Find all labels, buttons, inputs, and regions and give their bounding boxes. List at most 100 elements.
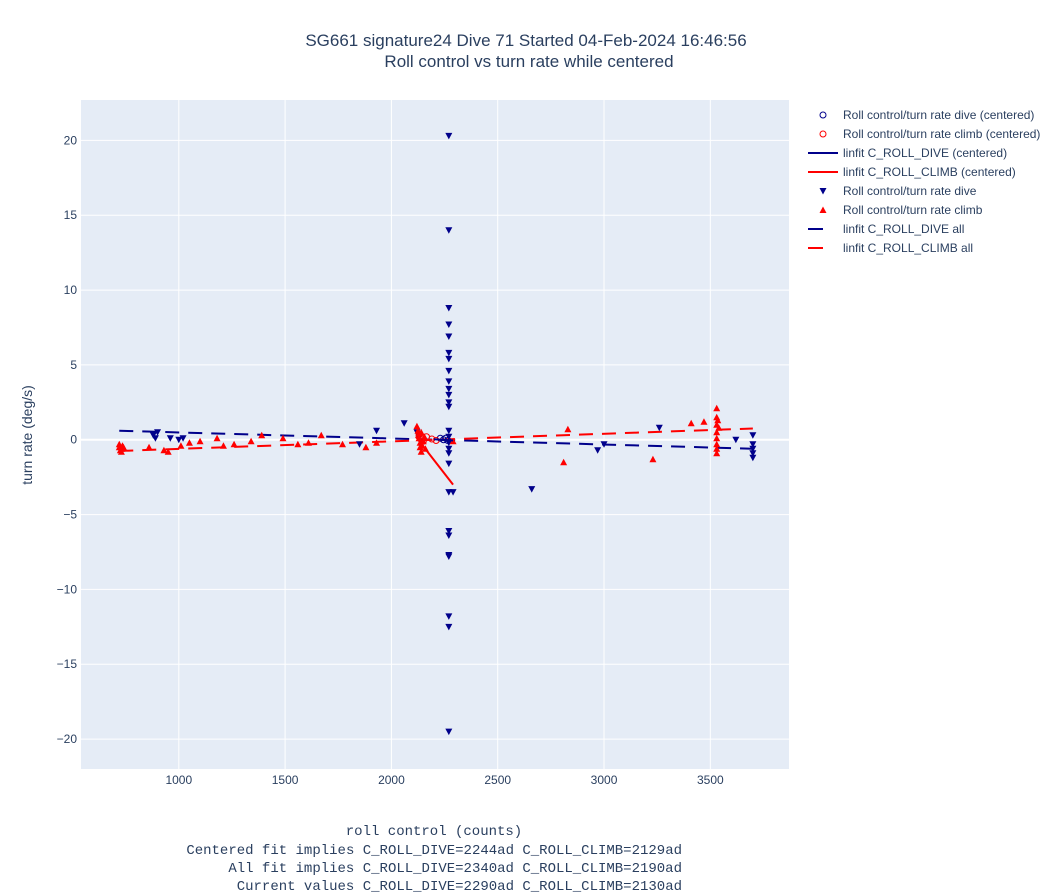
data-point [339,440,347,448]
legend-item[interactable]: linfit C_ROLL_CLIMB (centered) [808,165,1016,179]
data-point [655,424,663,432]
series-3 [415,436,454,486]
data-point [445,613,453,620]
data-point [417,428,425,436]
data-point [700,418,708,425]
plot-area [81,100,789,769]
data-point [445,349,453,357]
data-point [594,447,602,454]
data-point [154,429,162,436]
x-caption-current-values: Current values C_ROLL_DIVE=2290ad C_ROLL… [237,879,682,894]
data-point [713,449,721,457]
data-point [362,443,370,451]
data-point [445,623,453,631]
data-point [177,442,185,449]
y-tick-label: −15 [57,657,78,671]
data-point [120,443,128,451]
data-point [213,434,221,442]
x-tick-label: 3000 [591,773,618,787]
data-point [749,445,757,453]
data-point [445,445,453,453]
data-point [445,391,453,399]
data-point [445,227,453,234]
data-point [247,437,255,445]
data-point [445,728,453,736]
data-point [713,434,721,442]
data-point [304,439,312,446]
legend-marker-swatch [819,130,827,138]
y-tick-label: 5 [70,358,77,372]
legend-item[interactable]: Roll control/turn rate dive (centered) [819,108,1034,122]
data-point [749,441,757,448]
data-point [732,436,740,444]
data-point [445,460,453,468]
x-tick-label: 1000 [165,773,192,787]
legend-label: Roll control/turn rate climb [843,203,983,217]
data-point [715,424,723,431]
legend-item[interactable]: Roll control/turn rate dive [819,184,977,198]
y-tick-label: 15 [64,208,78,222]
series-6 [119,429,753,450]
data-point [151,435,159,442]
data-point [749,432,757,439]
y-tick-label: −20 [57,732,78,746]
data-point [445,367,453,375]
y-tick-label: 20 [64,133,78,147]
legend-marker-swatch [819,111,827,119]
data-point [164,448,172,455]
data-point [649,455,657,463]
data-point [445,132,453,140]
data-point [449,489,457,496]
legend-item[interactable]: linfit C_ROLL_DIVE all [808,222,964,236]
chart-title: SG661 signature24 Dive 71 Started 04-Feb… [305,31,746,50]
data-point [445,321,453,328]
data-point [373,427,381,435]
data-point [600,441,608,448]
x-axis-title: roll control (counts) [346,824,522,840]
x-tick-label: 3500 [697,773,724,787]
data-point [230,440,238,448]
data-point [445,532,453,540]
data-point [175,436,183,444]
legend[interactable]: Roll control/turn rate dive (centered) Ro… [808,108,1040,255]
fit-line-centered [415,436,454,486]
data-point [436,434,444,442]
legend-label: Roll control/turn rate dive [843,184,977,198]
data-point [445,378,453,385]
legend-label: Roll control/turn rate dive (centered) [843,108,1034,122]
legend-marker-swatch [819,206,827,213]
fit-line-centered [433,438,454,442]
data-point [445,399,453,406]
legend-label: Roll control/turn rate climb (centered) [843,127,1040,141]
legend-label: linfit C_ROLL_DIVE all [843,222,964,236]
y-tick-label: −10 [57,582,78,596]
data-point [445,305,453,312]
data-point [196,437,204,445]
legend-item[interactable]: Roll control/turn rate climb (centered) [819,127,1040,141]
data-point [400,420,408,427]
data-point [749,454,757,462]
x-caption-all-fit: All fit implies C_ROLL_DIVE=2340ad C_ROL… [228,861,682,877]
data-point [445,403,453,411]
legend-label: linfit C_ROLL_DIVE (centered) [843,146,1007,160]
y-tick-label: −5 [63,508,77,522]
legend-item[interactable]: linfit C_ROLL_CLIMB all [808,241,973,255]
data-point [417,448,425,455]
data-point [356,441,364,448]
data-point [449,437,457,445]
x-caption-centered-fit: Centered fit implies C_ROLL_DIVE=2244ad … [186,843,682,859]
data-point [560,458,568,466]
data-layer [115,132,757,736]
x-tick-label: 1500 [272,773,299,787]
x-tick-label: 2500 [484,773,511,787]
legend-item[interactable]: linfit C_ROLL_DIVE (centered) [808,146,1007,160]
data-point [185,439,193,446]
data-point [294,440,302,448]
data-point [713,440,721,448]
data-point [373,439,381,446]
data-point [713,428,721,436]
axis-ticks: 1000 1500 2000 2500 3000 3500 −20 −15 −10 −5 0 5 10 1… [57,133,724,787]
legend-item[interactable]: Roll control/turn rate climb [819,203,983,217]
data-point [445,385,453,393]
